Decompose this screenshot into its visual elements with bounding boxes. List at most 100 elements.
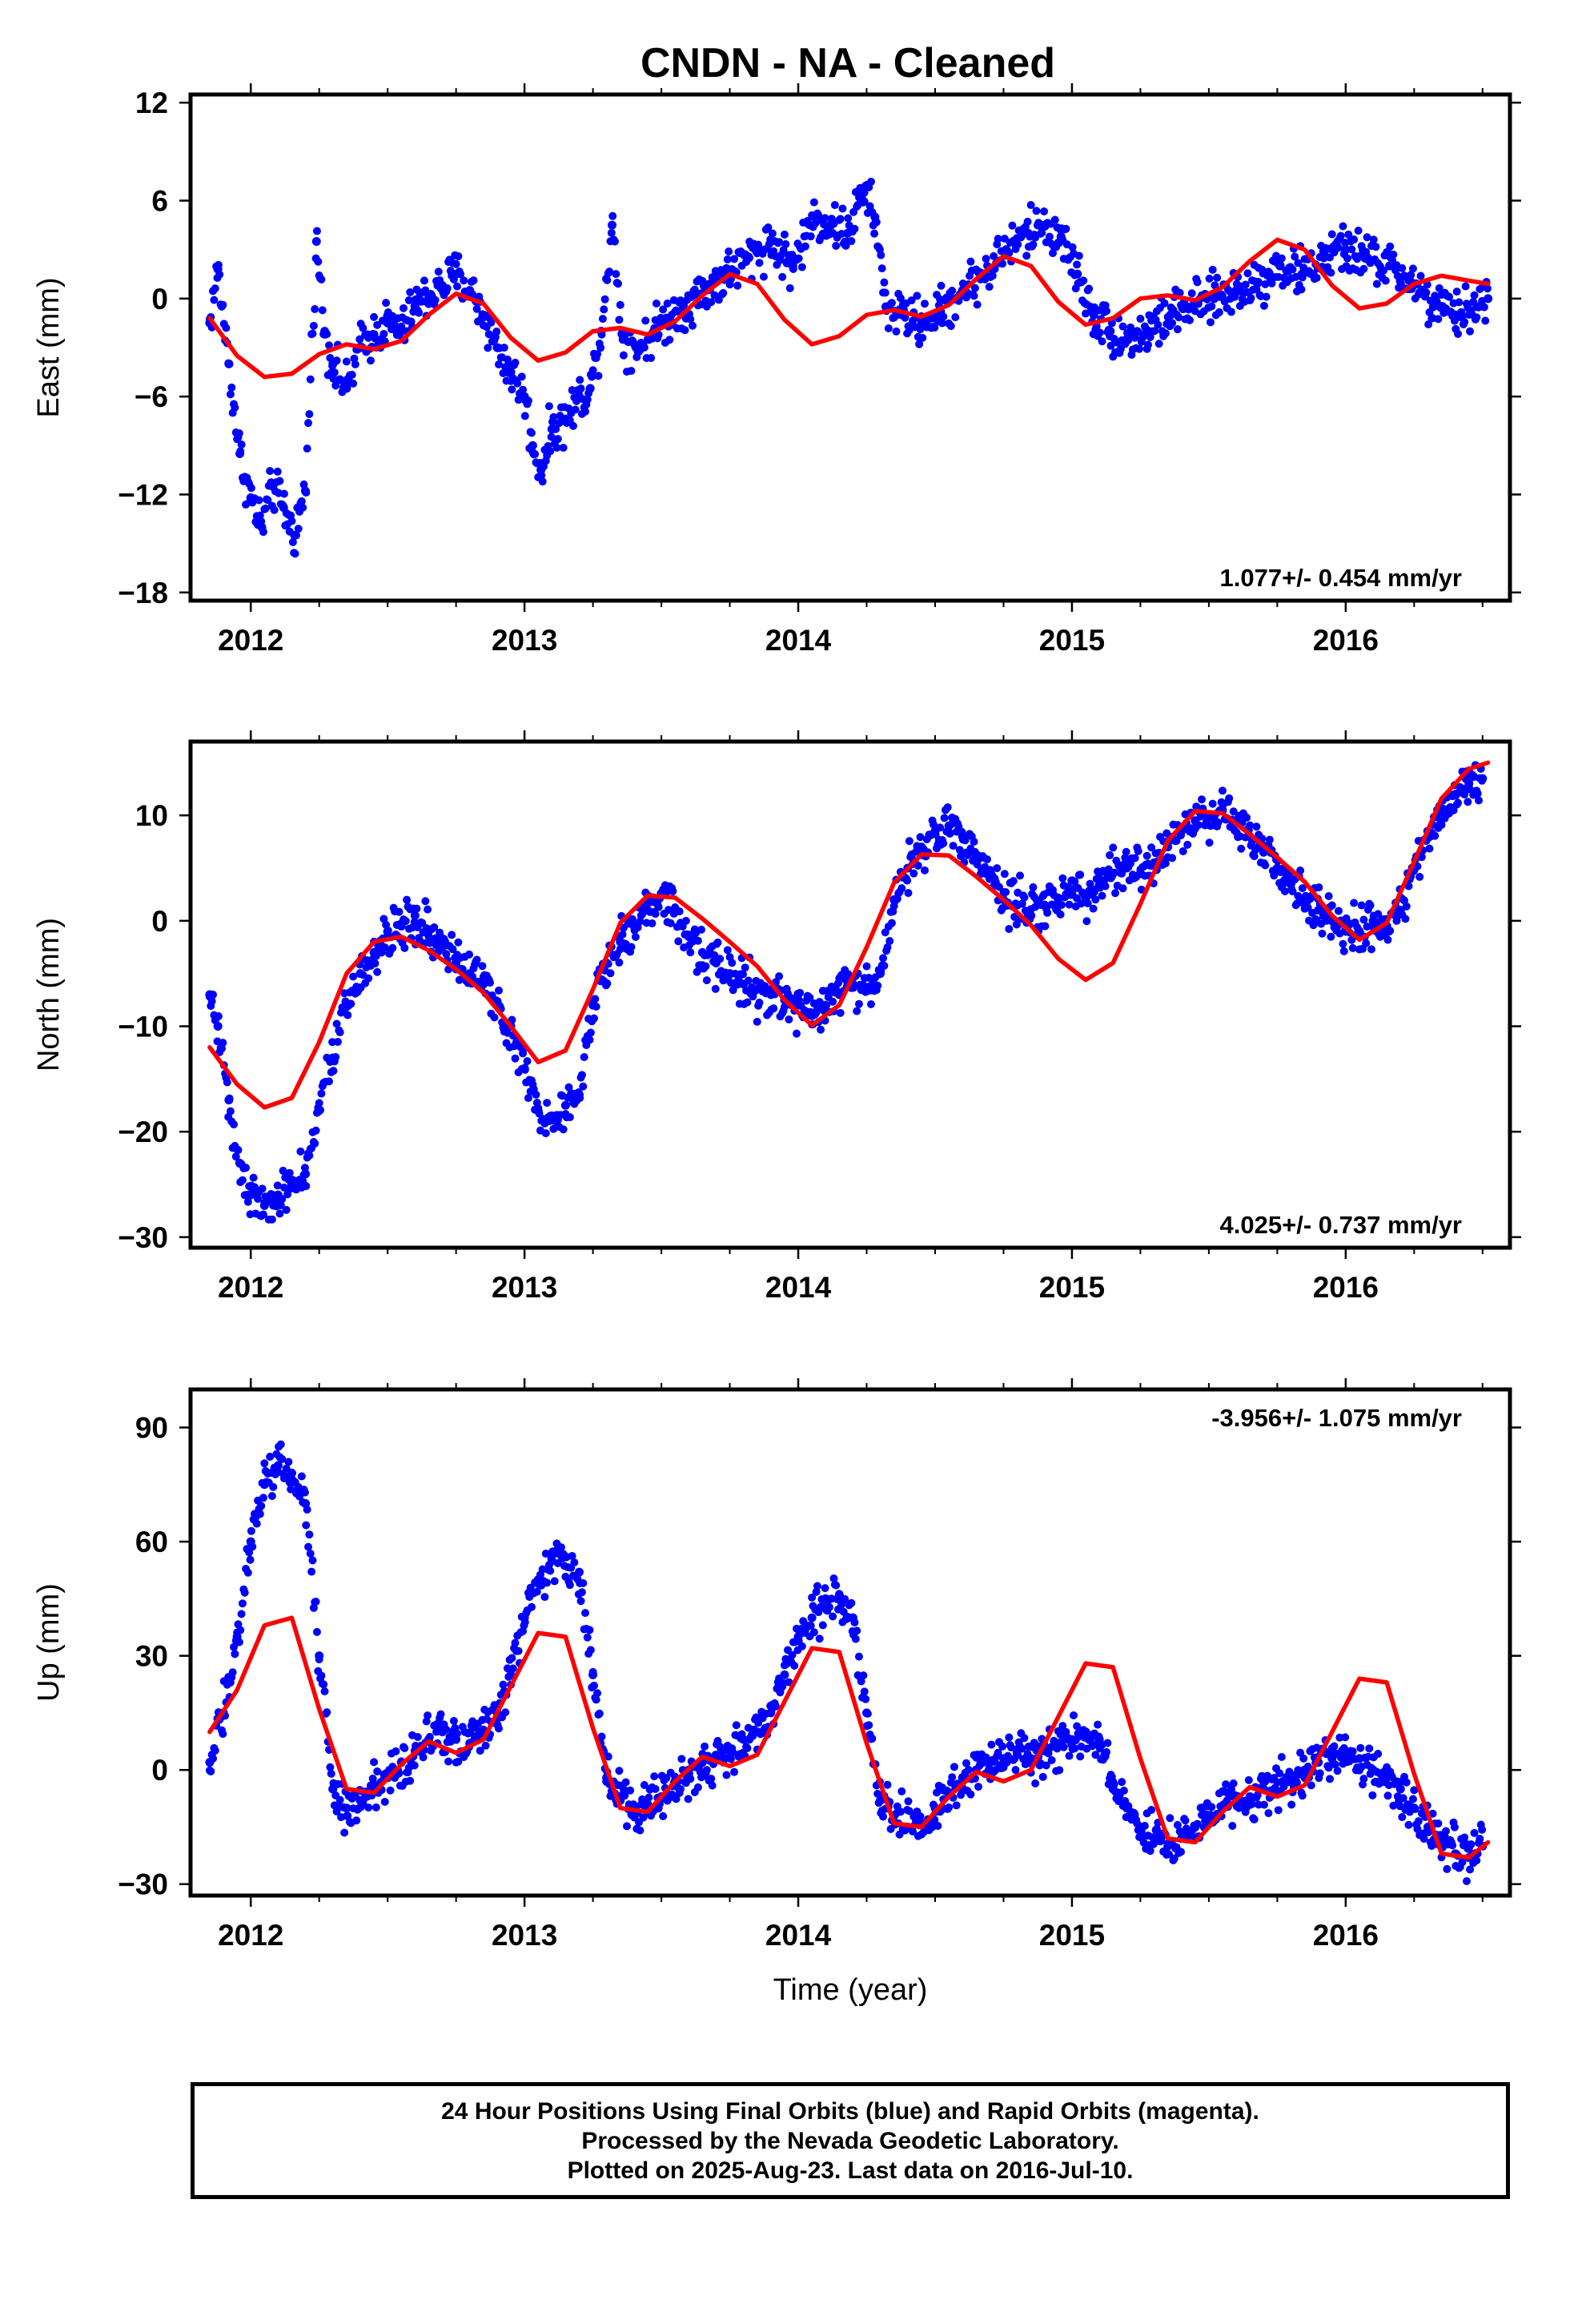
up-observation-point (1448, 1841, 1457, 1850)
up-observation-point (897, 1787, 906, 1795)
up-observation-point (865, 1721, 873, 1730)
east-observation-point (652, 299, 661, 308)
north-observation-point (615, 958, 624, 967)
up-observation-point (1069, 1711, 1078, 1720)
up-observation-point (370, 1758, 379, 1767)
east-observation-point (1343, 254, 1351, 263)
north-observation-point (1473, 789, 1482, 798)
east-observation-point (396, 329, 404, 338)
up-observation-point (1181, 1816, 1190, 1825)
up-observation-point (1414, 1817, 1423, 1826)
north-observation-point (403, 895, 412, 904)
north-observation-point (1057, 900, 1066, 909)
east-observation-point (270, 505, 279, 514)
up-observation-point (260, 1459, 269, 1468)
up-observation-point (235, 1638, 243, 1647)
up-observation-point (1166, 1814, 1174, 1823)
north-observation-point (1366, 901, 1375, 910)
up-observation-point (307, 1567, 316, 1576)
east-observation-point (1206, 318, 1215, 327)
up-observation-point (339, 1803, 347, 1811)
up-observation-point (543, 1578, 552, 1587)
up-observation-point (303, 1506, 311, 1514)
east-observation-point (1389, 250, 1398, 259)
east-observation-point (598, 315, 607, 324)
east-observation-point (1193, 278, 1202, 287)
north-observation-point (1324, 892, 1333, 901)
east-observation-point (330, 368, 339, 377)
up-observation-point (841, 1594, 849, 1603)
north-model-curve (207, 760, 1491, 1110)
east-observation-point (227, 383, 236, 392)
east-observation-point (1371, 243, 1380, 251)
east-observation-point (778, 272, 787, 281)
north-observation-point (418, 919, 427, 927)
up-observation-point (1411, 1805, 1419, 1814)
east-observation-point (1291, 252, 1299, 261)
up-observation-point (586, 1646, 595, 1655)
up-observation-point (248, 1542, 257, 1551)
up-observation-point (707, 1775, 716, 1783)
east-observation-point (537, 471, 546, 480)
east-observation-point (775, 238, 784, 247)
east-observation-point (1288, 265, 1297, 274)
north-observation-point (1294, 891, 1303, 900)
east-observation-point (309, 321, 318, 330)
up-ytick-label: 0 (151, 1754, 168, 1787)
east-observation-point (1038, 228, 1046, 237)
up-observation-point (380, 1797, 389, 1806)
up-observation-point (883, 1780, 892, 1789)
up-observation-point (684, 1795, 693, 1803)
up-observation-point (1287, 1800, 1296, 1809)
north-observation-point (903, 876, 912, 885)
up-observation-point (579, 1578, 588, 1587)
north-xtick-label: 2016 (1313, 1271, 1379, 1304)
north-observation-point (686, 948, 695, 957)
north-observation-point (424, 905, 432, 914)
up-observation-point (1259, 1800, 1268, 1809)
north-observation-point (1183, 840, 1192, 849)
up-observation-point (259, 1494, 267, 1502)
up-observation-point (1351, 1755, 1359, 1763)
north-observation-point (1005, 924, 1014, 933)
north-observation-point (1298, 884, 1307, 893)
north-observation-point (1359, 915, 1368, 924)
east-ytick-label: 0 (151, 283, 168, 316)
east-observation-point (930, 324, 939, 332)
east-observation-point (1327, 268, 1335, 277)
north-ytick-label: 0 (151, 905, 168, 938)
east-observation-point (1068, 243, 1077, 251)
up-observation-point (419, 1753, 428, 1762)
north-observation-point (442, 950, 451, 959)
east-observation-point (1050, 215, 1059, 224)
east-observation-point (1452, 287, 1461, 296)
up-observation-point (987, 1740, 996, 1749)
up-observation-point (528, 1602, 536, 1611)
east-observation-point (588, 366, 597, 375)
up-observation-point (425, 1732, 434, 1741)
north-observation-point (794, 995, 803, 1004)
north-ytick-label: −10 (118, 1011, 168, 1043)
up-observation-point (640, 1781, 648, 1790)
east-observation-point (994, 235, 1002, 243)
east-observation-point (225, 360, 234, 368)
up-observation-point (1228, 1822, 1237, 1831)
up-observation-point (808, 1593, 817, 1602)
north-observation-point (364, 974, 373, 983)
up-observation-point (1424, 1828, 1433, 1837)
east-observation-point (870, 229, 879, 238)
north-observation-point (879, 954, 888, 963)
north-observation-point (693, 936, 702, 945)
up-observation-point (1250, 1815, 1259, 1823)
east-observation-point (1434, 315, 1443, 324)
north-observation-point (905, 837, 913, 846)
north-observation-point (873, 981, 882, 990)
north-observation-point (738, 970, 747, 979)
east-observation-point (1243, 269, 1252, 278)
north-observation-point (627, 943, 636, 951)
up-xtick-label: 2016 (1313, 1919, 1379, 1952)
north-observation-point (214, 1011, 223, 1020)
up-observation-point (592, 1695, 600, 1704)
north-observation-point (1401, 915, 1410, 923)
east-observation-point (347, 371, 356, 380)
